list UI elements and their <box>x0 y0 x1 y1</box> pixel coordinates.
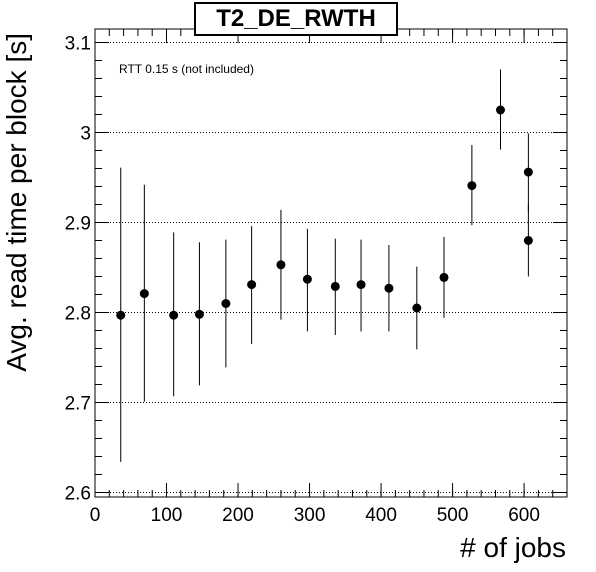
data-point <box>467 181 477 191</box>
annotation-text: RTT 0.15 s (not included) <box>119 62 254 76</box>
data-point <box>495 105 505 115</box>
x-tick-label: 400 <box>365 505 397 526</box>
y-tick-label: 3 <box>80 124 91 145</box>
data-point <box>330 281 340 291</box>
x-tick-label: 600 <box>508 505 540 526</box>
x-tick-label: 300 <box>294 505 326 526</box>
data-point <box>302 274 312 284</box>
data-point <box>139 289 149 299</box>
grid-lines <box>95 42 567 493</box>
data-point <box>439 272 449 282</box>
data-point <box>412 303 422 313</box>
y-tick-label: 2.8 <box>65 304 91 325</box>
data-point <box>194 309 204 319</box>
x-tick-labels: 0 100 200 300 400 500 600 <box>90 505 540 526</box>
y-axis-label: Avg. read time per block [s] <box>1 33 32 372</box>
error-bars <box>120 69 529 462</box>
x-axis-label: # of jobs <box>460 532 566 563</box>
data-point <box>523 167 533 177</box>
x-tick-label: 200 <box>222 505 254 526</box>
x-tick-label: 0 <box>90 505 101 526</box>
data-point <box>116 310 126 320</box>
chart-title: T2_DE_RWTH <box>194 2 398 36</box>
data-point <box>247 280 257 290</box>
data-point <box>276 260 286 270</box>
plot-frame <box>94 28 568 498</box>
x-tick-label: 500 <box>437 505 469 526</box>
y-tick-labels: 2.6 2.7 2.8 2.9 3 3.1 <box>65 34 91 505</box>
y-tick-label: 3.1 <box>65 34 91 55</box>
data-points <box>116 105 533 320</box>
data-point <box>523 236 533 245</box>
data-point <box>169 310 179 320</box>
axis-ticks <box>94 29 568 497</box>
data-point <box>221 299 231 308</box>
data-point <box>356 280 366 290</box>
y-tick-label: 2.9 <box>65 214 91 235</box>
y-tick-label: 2.7 <box>65 394 91 415</box>
data-point <box>384 283 394 293</box>
x-tick-label: 100 <box>151 505 183 526</box>
y-tick-label: 2.6 <box>65 484 91 505</box>
